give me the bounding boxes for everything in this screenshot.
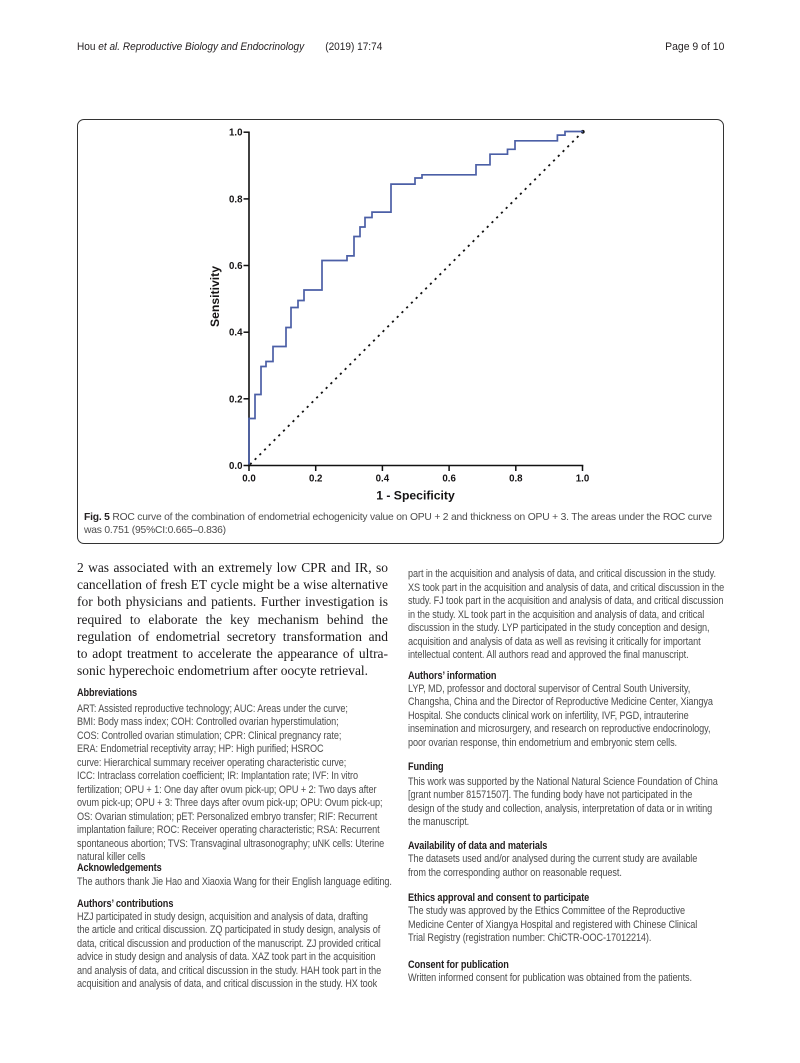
svg-text:0.4: 0.4	[376, 473, 390, 484]
svg-text:1 - Specificity: 1 - Specificity	[376, 488, 455, 502]
svg-text:0.0: 0.0	[229, 461, 242, 472]
svg-text:1.0: 1.0	[229, 127, 242, 138]
svg-text:1.0: 1.0	[576, 473, 589, 484]
svg-text:0.6: 0.6	[442, 473, 456, 484]
svg-text:0.6: 0.6	[229, 261, 243, 272]
svg-text:0.8: 0.8	[229, 194, 243, 205]
svg-text:Sensitivity: Sensitivity	[208, 265, 222, 326]
svg-text:0.2: 0.2	[309, 473, 322, 484]
svg-text:0.8: 0.8	[509, 473, 523, 484]
svg-text:0.4: 0.4	[229, 327, 243, 338]
svg-text:0.0: 0.0	[242, 473, 255, 484]
svg-text:0.2: 0.2	[229, 394, 242, 405]
